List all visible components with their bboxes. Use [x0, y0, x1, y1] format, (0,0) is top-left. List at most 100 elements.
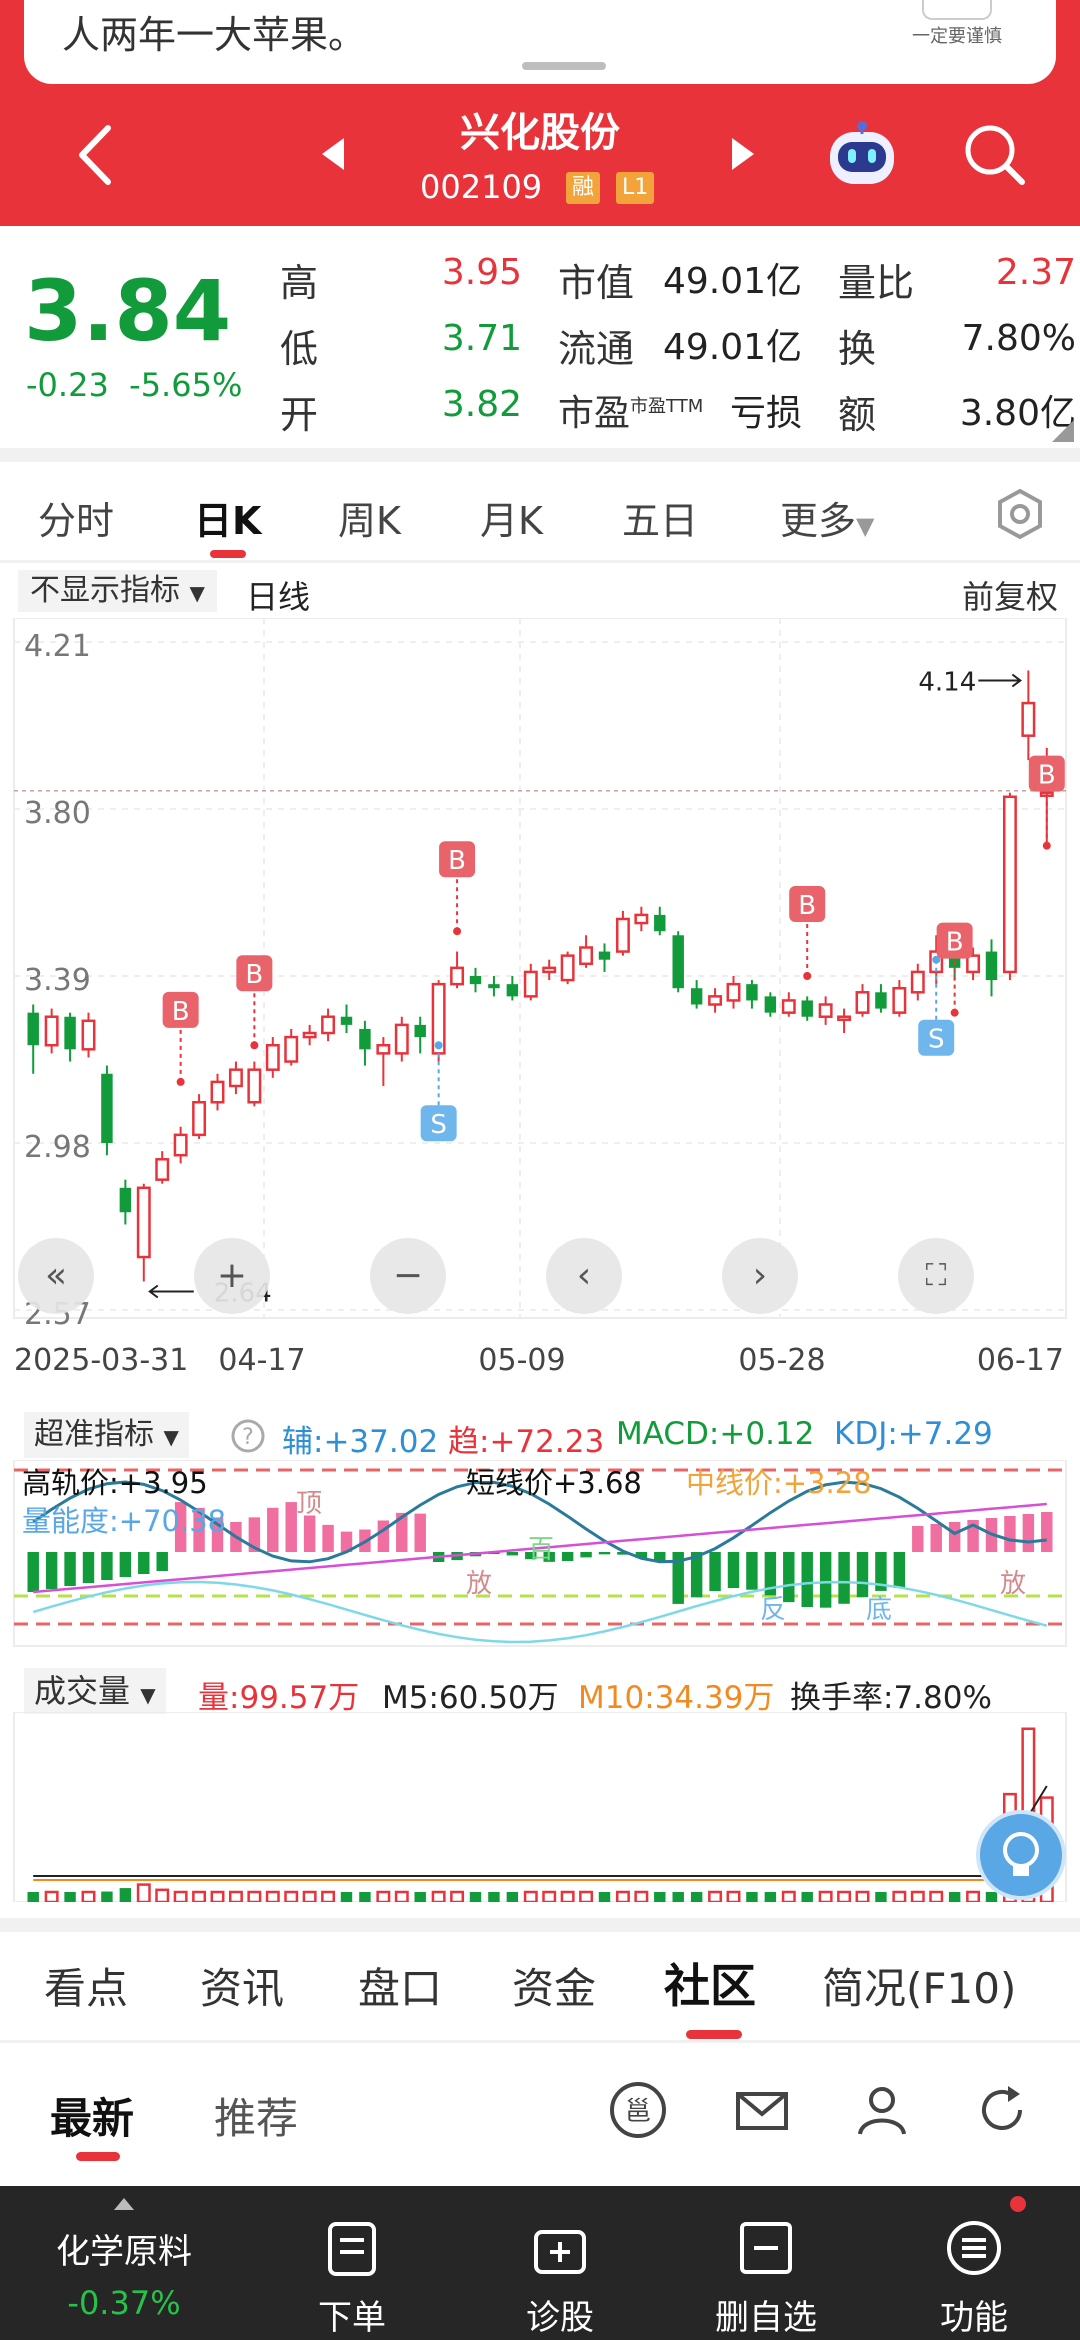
- user-icon[interactable]: [852, 2080, 912, 2140]
- volume-bar: [340, 1892, 353, 1902]
- kdj-value: KDJ:+7.29: [834, 1416, 993, 1452]
- search-icon[interactable]: [962, 122, 1028, 188]
- indicator-panel-select[interactable]: 超准指标 ▼: [24, 1412, 189, 1458]
- help-circle-icon[interactable]: ?: [230, 1418, 266, 1454]
- candle-body: [192, 1101, 207, 1137]
- back-arrow-icon[interactable]: [70, 120, 120, 190]
- signal-label: S: [430, 1110, 447, 1140]
- signal-badge: [236, 955, 273, 992]
- macd-value: MACD:+0.12: [616, 1416, 815, 1452]
- candle-body: [469, 976, 482, 985]
- candle-body: [101, 1073, 113, 1143]
- macd-bar: [1041, 1512, 1053, 1552]
- volume-bar: [506, 1892, 519, 1902]
- drag-handle[interactable]: [522, 62, 606, 70]
- settings-icon[interactable]: [994, 488, 1046, 540]
- macd-bar: [101, 1552, 113, 1580]
- m10-line: [33, 1825, 1048, 1881]
- notice-card[interactable]: 人两年一大苹果。 一定要谨慎: [24, 0, 1056, 84]
- robot-assistant-icon[interactable]: [822, 118, 902, 190]
- signal-dot: [932, 955, 941, 964]
- volume-bar: [966, 1890, 981, 1902]
- candle-body: [173, 1133, 188, 1157]
- notice-text: 人两年一大苹果。: [62, 13, 367, 57]
- expand-corner-icon[interactable]: [1052, 420, 1074, 442]
- tab-recommend[interactable]: 推荐: [214, 2094, 299, 2143]
- triangle-right-icon[interactable]: [728, 134, 758, 174]
- tab-five-day[interactable]: 五日: [622, 499, 699, 543]
- mktcap-label: 市值: [558, 261, 635, 305]
- indicator-tag: 放: [1000, 1569, 1026, 1599]
- post-icon[interactable]: 邕: [608, 2080, 668, 2140]
- mail-icon[interactable]: [732, 2080, 792, 2140]
- functions-button[interactable]: 功能: [874, 2186, 1074, 2340]
- menu-circle-icon: [947, 2221, 1001, 2275]
- zoom-in-icon[interactable]: +: [194, 1238, 270, 1314]
- tab-daily-k[interactable]: 日K: [194, 499, 262, 543]
- volume-bar: [929, 1890, 944, 1902]
- triangle-left-icon[interactable]: [318, 134, 348, 174]
- order-button[interactable]: 下单: [252, 2186, 452, 2340]
- volume-select[interactable]: 成交量 ▼: [24, 1668, 166, 1714]
- tab-latest[interactable]: 最新: [50, 2094, 135, 2143]
- sector-info[interactable]: 化学原料 -0.37%: [24, 2186, 224, 2340]
- tab-more[interactable]: 更多▼: [780, 499, 875, 543]
- candle-body: [726, 982, 741, 1002]
- signal-label: B: [448, 846, 466, 876]
- energy-value: 量能度:+70.38: [22, 1504, 227, 1538]
- tab-news[interactable]: 资讯: [200, 1964, 285, 2013]
- bottom-toolbar: [0, 2186, 1080, 2340]
- remove-watchlist-button[interactable]: 删自选: [666, 2186, 866, 2340]
- indicator-chart[interactable]: 放 放反 底 百 顶: [0, 1460, 1080, 1650]
- kline-chart[interactable]: 4.213.803.392.982.57BBSBBSBB4.142.642025…: [0, 618, 1080, 1388]
- y-tick-label: 2.98: [24, 1130, 91, 1165]
- m10-value: M10:34.39万: [578, 1680, 775, 1716]
- tab-highlights[interactable]: 看点: [44, 1964, 129, 2013]
- candle-body: [634, 913, 649, 925]
- volume-bar: [210, 1890, 225, 1902]
- volratio-value: 2.37: [995, 252, 1076, 293]
- volume-bar: [321, 1890, 336, 1902]
- indicator-line-teal: [32, 1480, 1047, 1564]
- tab-f10[interactable]: 简况(F10): [822, 1964, 1017, 2013]
- volume-chart: [13, 1712, 1067, 1902]
- tab-capital[interactable]: 资金: [512, 1964, 597, 2013]
- tab-intraday[interactable]: 分时: [38, 499, 115, 543]
- divider: [0, 2040, 1080, 2043]
- indicator-tag: 反: [760, 1595, 786, 1625]
- diagnose-button[interactable]: 诊股: [460, 2186, 660, 2340]
- chevron-left-icon[interactable]: ‹: [546, 1238, 622, 1314]
- macd-bar: [930, 1524, 942, 1552]
- fullscreen-icon[interactable]: ⛶: [898, 1238, 974, 1314]
- volume-bar: [265, 1890, 280, 1902]
- double-chevron-left-icon[interactable]: «: [18, 1238, 94, 1314]
- y-tick-label: 3.80: [24, 796, 91, 831]
- tab-orderbook[interactable]: 盘口: [358, 1964, 443, 2013]
- amount-value: 3.80亿: [959, 393, 1076, 434]
- zoom-out-icon[interactable]: −: [370, 1238, 446, 1314]
- divider: [0, 448, 1080, 462]
- macd-bar: [248, 1517, 261, 1552]
- refresh-icon[interactable]: [972, 2080, 1032, 2140]
- indicator-select[interactable]: 不显示指标 ▼: [18, 570, 217, 612]
- stock-name[interactable]: 兴化股份: [460, 110, 620, 156]
- tab-weekly-k[interactable]: 周K: [338, 499, 401, 543]
- candle-body: [948, 951, 961, 968]
- signal-dot: [803, 972, 812, 980]
- signal-dot: [434, 1041, 443, 1050]
- lightbulb-icon: [1003, 1832, 1039, 1876]
- tab-community[interactable]: 社区: [664, 1959, 756, 2013]
- candle-body: [64, 1016, 76, 1050]
- adjust-mode[interactable]: 前复权: [962, 578, 1059, 616]
- volume-bar: [542, 1890, 557, 1902]
- chevron-right-icon[interactable]: ›: [722, 1238, 798, 1314]
- candle-body: [119, 1187, 132, 1213]
- tab-monthly-k[interactable]: 月K: [480, 499, 543, 543]
- volume-bar: [155, 1888, 170, 1902]
- lightbulb-fab[interactable]: [976, 1810, 1066, 1900]
- volume-bar: [27, 1892, 39, 1902]
- volume-bar: [431, 1890, 446, 1902]
- level1-tag: L1: [616, 172, 655, 204]
- line-type-label: 日线: [246, 578, 311, 616]
- x-tick-label: 05-28: [738, 1343, 825, 1378]
